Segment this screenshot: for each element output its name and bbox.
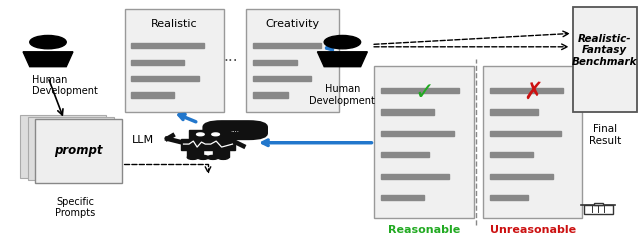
Text: prompt: prompt — [54, 144, 102, 157]
Bar — [131, 43, 204, 48]
Bar — [253, 92, 288, 98]
Circle shape — [30, 35, 67, 49]
Text: Specific
Prompts: Specific Prompts — [55, 197, 95, 218]
Bar — [490, 195, 528, 200]
Bar — [125, 9, 224, 112]
Bar — [214, 150, 228, 157]
Bar — [490, 131, 561, 136]
Circle shape — [188, 155, 198, 159]
Bar — [188, 150, 202, 157]
Bar — [381, 109, 434, 114]
Bar — [381, 174, 449, 179]
Text: ....: .... — [230, 127, 240, 133]
Bar — [483, 66, 582, 218]
Circle shape — [212, 133, 220, 136]
Circle shape — [196, 133, 204, 136]
Bar — [490, 174, 553, 179]
Bar — [490, 152, 533, 157]
Bar — [189, 130, 227, 139]
Text: Reasonable: Reasonable — [388, 225, 460, 234]
FancyBboxPatch shape — [202, 120, 268, 140]
Bar — [181, 139, 236, 150]
Bar — [573, 7, 637, 112]
Bar — [28, 117, 114, 180]
Text: Creativity: Creativity — [266, 19, 320, 29]
Text: Final
Result: Final Result — [589, 124, 621, 146]
Text: Unreasonable: Unreasonable — [490, 225, 576, 234]
Circle shape — [198, 155, 209, 159]
Bar — [246, 9, 339, 112]
Bar — [381, 88, 459, 93]
Bar — [584, 205, 613, 214]
Bar — [131, 60, 184, 65]
Bar — [381, 131, 454, 136]
Bar — [374, 66, 474, 218]
Text: ...: ... — [223, 49, 237, 64]
Bar — [381, 195, 424, 200]
Bar — [20, 115, 106, 178]
Text: ✓: ✓ — [414, 80, 434, 104]
Bar — [593, 203, 604, 205]
Circle shape — [324, 35, 361, 49]
Bar — [35, 119, 122, 183]
Bar — [131, 92, 175, 98]
Text: Human
Development: Human Development — [310, 84, 375, 106]
Text: ✗: ✗ — [523, 80, 543, 104]
Bar — [253, 76, 312, 81]
Bar — [490, 109, 538, 114]
Text: LLM: LLM — [131, 135, 154, 145]
Bar — [131, 76, 199, 81]
Polygon shape — [23, 52, 73, 67]
Text: Human
Development: Human Development — [32, 75, 98, 96]
Bar — [381, 152, 429, 157]
Text: Realistic: Realistic — [151, 19, 198, 29]
Circle shape — [218, 155, 228, 159]
Bar — [253, 60, 298, 65]
Circle shape — [205, 124, 211, 126]
Bar — [490, 88, 563, 93]
Text: Realistic-
Fantasy
Benchmark: Realistic- Fantasy Benchmark — [572, 34, 637, 67]
Circle shape — [207, 155, 218, 159]
Polygon shape — [317, 52, 367, 67]
Bar — [253, 43, 321, 48]
